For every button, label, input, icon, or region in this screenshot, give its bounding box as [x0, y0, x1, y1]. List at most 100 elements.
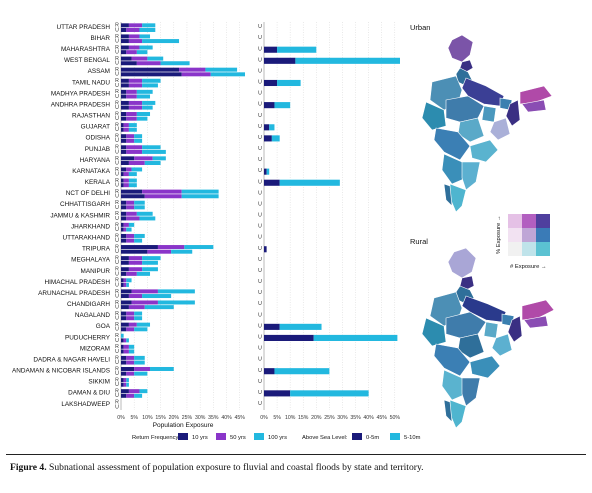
- row-letter: U: [258, 368, 262, 374]
- bar-segment: [134, 205, 145, 210]
- row-letter: U: [258, 35, 262, 41]
- bar-segment: [184, 245, 214, 250]
- bar-segment: [121, 378, 124, 383]
- bar-segment: [139, 45, 153, 50]
- row-letter: U: [258, 401, 262, 407]
- row-letter: R: [115, 189, 119, 195]
- bar-segment: [128, 78, 143, 83]
- bar-segment: [142, 149, 166, 154]
- bar-segment: [142, 256, 161, 261]
- bar-segment: [128, 344, 135, 349]
- bar-segment: [126, 205, 135, 210]
- state-label: ARUNACHAL PRADESH: [38, 290, 110, 297]
- bar-segment: [136, 61, 161, 66]
- bar-segment: [274, 368, 330, 375]
- legend-entry: 5-10m: [404, 435, 421, 440]
- state-label: CHANDIGARH: [67, 301, 110, 308]
- bar-segment: [121, 112, 127, 117]
- bar-segment: [121, 183, 124, 188]
- bar-segment: [128, 349, 135, 354]
- bivariate-y-label: % Exposure →: [496, 215, 502, 254]
- bar-segment: [134, 311, 143, 316]
- bar-segment: [121, 294, 129, 299]
- bar-segment: [121, 349, 124, 354]
- bar-segment: [134, 371, 148, 376]
- row-letter: R: [115, 111, 119, 117]
- row-letter: R: [115, 178, 119, 184]
- bar-segment: [139, 216, 156, 221]
- row-letter: U: [115, 116, 119, 122]
- bar-segment: [134, 200, 145, 205]
- bar-segment: [134, 156, 153, 161]
- state-label: ASSAM: [88, 68, 110, 75]
- row-letter: U: [115, 249, 119, 255]
- row-letter: U: [258, 279, 262, 285]
- bar-segment: [121, 178, 124, 183]
- bar-segment: [181, 194, 219, 199]
- bar-segment: [123, 222, 129, 227]
- caption-label: Figure 4.: [10, 462, 47, 473]
- bar-segment: [136, 322, 151, 327]
- bar-segment: [126, 216, 140, 221]
- row-letter: U: [115, 393, 119, 399]
- row-letter: U: [258, 246, 262, 252]
- bar-segment: [157, 300, 195, 305]
- row-letter: U: [115, 293, 119, 299]
- bar-segment: [313, 334, 398, 341]
- bar-segment: [121, 189, 143, 194]
- bar-segment: [121, 167, 127, 172]
- row-letter: R: [115, 355, 119, 361]
- bar-segment: [136, 271, 151, 276]
- state-label: MIZORAM: [80, 345, 110, 352]
- bar-segment: [126, 271, 137, 276]
- bar-segment: [136, 89, 153, 94]
- bar-segment: [121, 249, 148, 254]
- caption-rule: [6, 454, 586, 455]
- bar-segment: [126, 393, 135, 398]
- row-letter: R: [115, 400, 119, 406]
- row-letter: U: [115, 72, 119, 78]
- bar-segment: [121, 27, 127, 32]
- row-letter: R: [115, 366, 119, 372]
- legend-entry: 10 yrs: [192, 435, 208, 440]
- row-letter: U: [115, 305, 119, 311]
- legend-swatch: [216, 433, 226, 440]
- x-tick-label: 5%: [273, 415, 281, 421]
- row-letter: U: [258, 80, 262, 86]
- x-tick-label: 20%: [169, 415, 180, 421]
- bar-segment: [264, 246, 267, 253]
- bar-segment: [144, 305, 174, 310]
- bar-segment: [136, 50, 148, 55]
- row-letter: U: [258, 257, 262, 263]
- bar-segment: [131, 300, 158, 305]
- bar-segment: [121, 161, 129, 166]
- bar-segment: [128, 83, 143, 88]
- row-letter: U: [115, 260, 119, 266]
- bar-segment: [139, 27, 156, 32]
- bar-segment: [121, 105, 129, 110]
- x-tick-label: 15%: [155, 415, 166, 421]
- bar-segment: [134, 360, 145, 365]
- row-letter: U: [258, 146, 262, 152]
- bar-segment: [121, 100, 129, 105]
- row-letter: U: [115, 160, 119, 166]
- bar-segment: [274, 102, 291, 109]
- row-letter: R: [115, 300, 119, 306]
- row-letter: R: [115, 333, 119, 339]
- bar-segment: [264, 102, 275, 109]
- bar-segment: [128, 45, 140, 50]
- bar-segment: [121, 338, 124, 343]
- bar-segment: [121, 300, 132, 305]
- bar-segment: [121, 172, 124, 177]
- bar-segment: [121, 67, 180, 72]
- bar-segment: [121, 316, 127, 321]
- row-letter: U: [115, 227, 119, 233]
- bar-segment: [264, 390, 291, 397]
- bar-segment: [271, 135, 280, 142]
- bar-segment: [160, 61, 190, 66]
- state-label: MEGHALAYA: [71, 257, 111, 264]
- state-label: MAHARASHTRA: [61, 46, 111, 53]
- rural-map-title: Rural: [410, 237, 428, 246]
- row-letter: U: [258, 190, 262, 196]
- x-tick-label: 35%: [350, 415, 361, 421]
